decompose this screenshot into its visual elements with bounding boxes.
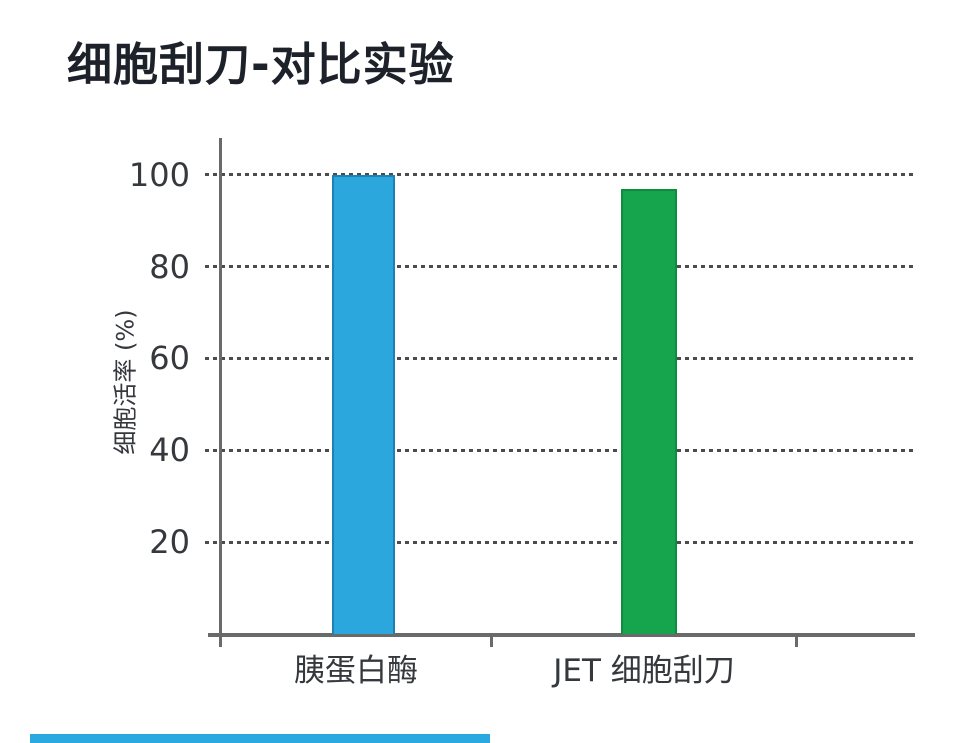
gridline-20 [205,540,913,544]
gridline-80 [205,265,913,269]
gridline-100 [205,173,913,177]
y-tick-label-60: 60 [149,339,190,378]
y-tick-label-80: 80 [149,247,190,286]
x-tick-mark-1 [795,633,798,647]
chart-title: 细胞刮刀-对比实验 [67,38,455,91]
gridline-60 [205,356,913,360]
x-axis-line [208,633,915,637]
x-tick-mark-0 [490,633,493,647]
gridline-40 [205,448,913,452]
y-tick-label-40: 40 [149,431,190,470]
y-tick-label-20: 20 [149,523,190,562]
footer-accent-bar [30,734,490,743]
y-axis-title: 细胞活率 (%) [111,309,140,455]
x-category-label-0: 胰蛋白酶 [294,653,418,689]
y-tick-label-100: 100 [128,155,190,194]
y-axis-line [219,138,222,647]
bar-jet-cell-scraper [621,188,677,634]
bar-trypsin [331,174,395,634]
x-category-label-1: JET 细胞刮刀 [553,653,735,689]
